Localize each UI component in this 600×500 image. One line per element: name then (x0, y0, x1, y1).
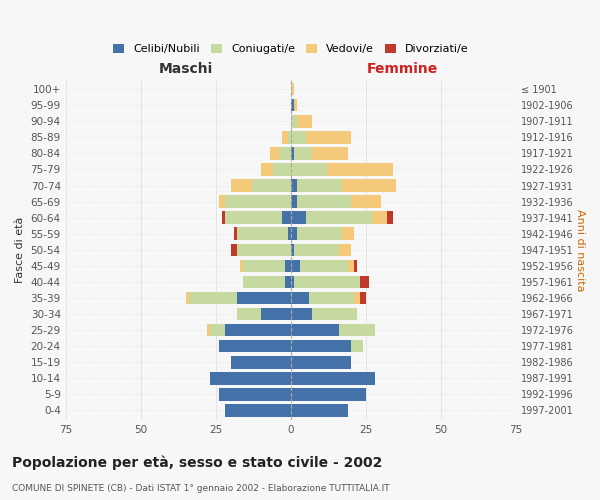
Bar (291, 212, 306, 224)
Bar (291, 99, 294, 112)
Bar (186, 292, 189, 304)
Bar (354, 292, 360, 304)
Bar (312, 308, 357, 320)
Bar (294, 147, 312, 160)
Bar (219, 388, 291, 400)
Bar (234, 228, 237, 240)
Bar (306, 212, 372, 224)
Text: Popolazione per età, sesso e stato civile - 2002: Popolazione per età, sesso e stato civil… (12, 456, 382, 470)
Bar (291, 340, 351, 352)
Bar (219, 340, 291, 352)
Bar (291, 83, 294, 96)
Bar (312, 147, 348, 160)
Bar (351, 340, 363, 352)
Bar (291, 196, 297, 208)
Bar (225, 196, 291, 208)
Bar (261, 163, 273, 175)
Bar (219, 196, 225, 208)
Bar (270, 147, 279, 160)
Y-axis label: Fasce di età: Fasce di età (15, 216, 25, 283)
Bar (291, 147, 294, 160)
Bar (237, 308, 261, 320)
Bar (291, 356, 351, 368)
Bar (288, 131, 291, 143)
Bar (291, 244, 294, 256)
Bar (291, 180, 297, 192)
Bar (342, 228, 354, 240)
Text: Femmine: Femmine (367, 62, 437, 76)
Bar (237, 292, 291, 304)
Bar (297, 115, 312, 128)
Bar (327, 163, 393, 175)
Bar (387, 212, 393, 224)
Legend: Celibi/Nubili, Coniugati/e, Vedovi/e, Divorziati/e: Celibi/Nubili, Coniugati/e, Vedovi/e, Di… (110, 41, 472, 58)
Bar (273, 163, 291, 175)
Bar (243, 260, 285, 272)
Bar (291, 372, 375, 384)
Bar (207, 324, 210, 336)
Bar (372, 212, 387, 224)
Bar (261, 308, 291, 320)
Bar (291, 308, 312, 320)
Text: COMUNE DI SPINETE (CB) - Dati ISTAT 1° gennaio 2002 - Elaborazione TUTTITALIA.IT: COMUNE DI SPINETE (CB) - Dati ISTAT 1° g… (12, 484, 389, 493)
Bar (297, 228, 342, 240)
Bar (225, 404, 291, 417)
Bar (279, 147, 291, 160)
Bar (252, 180, 291, 192)
Y-axis label: Anni di nascita: Anni di nascita (575, 208, 585, 291)
Bar (210, 372, 291, 384)
Bar (291, 388, 366, 400)
Bar (189, 292, 237, 304)
Bar (294, 276, 360, 288)
Bar (291, 292, 309, 304)
Bar (240, 260, 243, 272)
Bar (231, 356, 291, 368)
Text: Maschi: Maschi (158, 62, 213, 76)
Bar (291, 276, 294, 288)
Bar (309, 292, 354, 304)
Bar (339, 244, 351, 256)
Bar (291, 324, 339, 336)
Bar (225, 324, 291, 336)
Bar (354, 260, 357, 272)
Bar (339, 324, 375, 336)
Bar (282, 131, 288, 143)
Bar (294, 99, 297, 112)
Bar (288, 228, 291, 240)
Bar (225, 212, 282, 224)
Bar (237, 228, 288, 240)
Bar (291, 260, 300, 272)
Bar (291, 228, 297, 240)
Bar (348, 260, 354, 272)
Bar (297, 196, 351, 208)
Bar (300, 260, 348, 272)
Bar (231, 244, 237, 256)
Bar (285, 276, 291, 288)
Bar (342, 180, 396, 192)
Bar (285, 260, 291, 272)
Bar (294, 244, 339, 256)
Bar (351, 196, 381, 208)
Bar (231, 180, 252, 192)
Bar (291, 404, 348, 417)
Bar (291, 131, 306, 143)
Bar (291, 163, 327, 175)
Bar (222, 212, 225, 224)
Bar (291, 115, 297, 128)
Bar (297, 180, 342, 192)
Bar (360, 292, 366, 304)
Bar (210, 324, 225, 336)
Bar (243, 276, 285, 288)
Bar (282, 212, 291, 224)
Bar (237, 244, 291, 256)
Bar (360, 276, 369, 288)
Bar (306, 131, 351, 143)
